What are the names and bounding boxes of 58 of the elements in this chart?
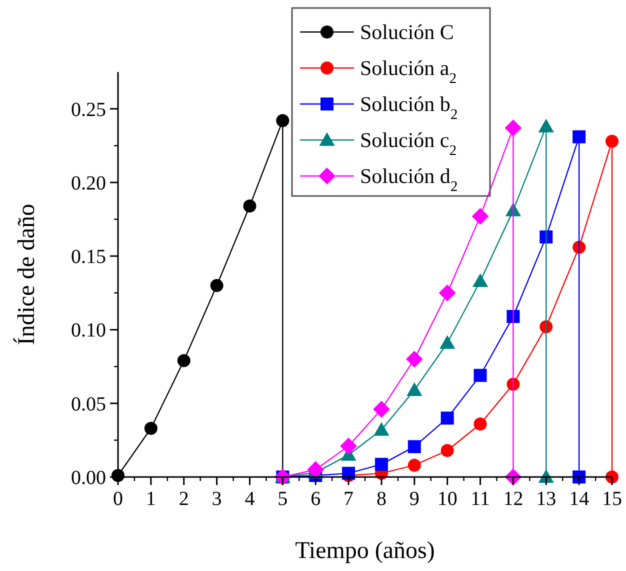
x-tick-label: 11: [470, 488, 490, 510]
point: [374, 458, 388, 471]
x-tick-label: 0: [113, 488, 123, 510]
y-tick-label: 0.15: [71, 246, 106, 268]
point: [406, 382, 422, 396]
x-tick-label: 10: [437, 488, 458, 510]
point: [144, 422, 158, 435]
point: [540, 320, 553, 334]
legend-label: Solución c$_{2}$: [360, 128, 457, 159]
point: [474, 417, 487, 430]
point: [276, 114, 290, 128]
point: [572, 130, 586, 144]
point: [440, 335, 456, 349]
x-tick-label: 12: [503, 488, 524, 510]
point: [340, 438, 357, 455]
x-tick-label: 3: [212, 488, 222, 510]
point: [572, 240, 586, 254]
x-tick-label: 14: [569, 488, 590, 510]
x-tick-label: 13: [536, 488, 556, 510]
point: [177, 354, 190, 368]
point: [438, 284, 456, 302]
y-tick-label: 0.10: [71, 320, 106, 342]
point: [504, 120, 522, 136]
point: [540, 230, 553, 244]
point: [538, 118, 554, 132]
x-tick-label: 5: [278, 488, 288, 510]
x-tick-label: 6: [310, 488, 321, 510]
point: [210, 279, 224, 292]
x-tick-label: 7: [344, 488, 354, 510]
y-tick-label: 0.20: [71, 172, 106, 194]
legend-label: Solución C: [360, 20, 454, 44]
y-tick-label: 0.25: [71, 98, 106, 121]
legend-label: Solución d$_{2}$: [360, 164, 458, 195]
x-tick-label: 9: [409, 488, 420, 510]
point: [406, 350, 423, 368]
x-tick-label: 8: [376, 488, 386, 510]
x-tick-label: 2: [178, 488, 189, 510]
y-tick-label: 0.00: [71, 467, 106, 489]
point: [374, 422, 390, 436]
point: [243, 200, 256, 213]
point: [408, 458, 421, 472]
point: [474, 368, 487, 382]
point: [408, 440, 421, 454]
legend-label: Solución a$_{2}$: [360, 56, 457, 87]
point: [472, 208, 489, 225]
x-tick-label: 1: [146, 488, 156, 510]
point: [307, 461, 324, 478]
y-axis-title: Índice de daño: [13, 204, 40, 346]
x-axis-title: Tiempo (años): [295, 538, 435, 564]
point: [440, 412, 454, 425]
point: [373, 400, 390, 418]
y-tick-label: 0.05: [71, 393, 106, 416]
point: [440, 444, 454, 457]
x-tick-label: 15: [602, 488, 622, 510]
legend-label: Solución b$_{2}$: [360, 92, 458, 123]
x-tick-label: 4: [244, 488, 255, 510]
point: [472, 273, 488, 287]
point: [606, 134, 618, 148]
